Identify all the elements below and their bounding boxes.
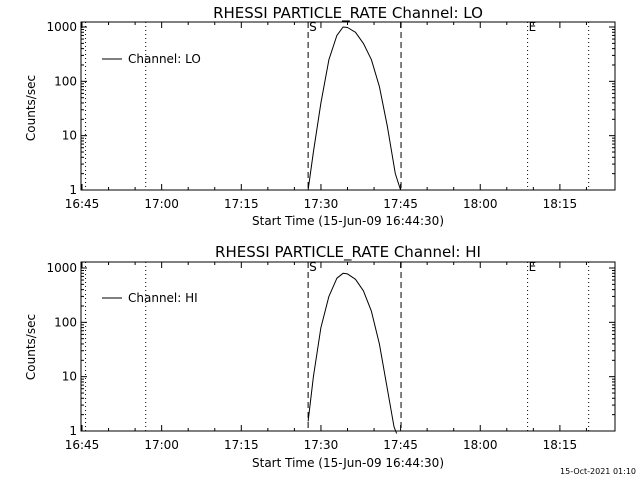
x-axis-label: Start Time (15-Jun-09 16:44:30) xyxy=(252,456,444,470)
x-tick-label: 16:45 xyxy=(65,197,100,211)
x-tick-label: 17:00 xyxy=(144,197,179,211)
footer-timestamp: 15-Oct-2021 01:10 xyxy=(560,467,636,476)
chart-title: RHESSI PARTICLE_RATE Channel: LO xyxy=(213,4,483,23)
series-layer xyxy=(307,272,398,434)
y-tick-label: 1000 xyxy=(46,20,77,34)
plot-frame xyxy=(80,261,616,432)
x-tick-label: 17:00 xyxy=(144,438,179,452)
y-tick-label: 1 xyxy=(69,424,77,438)
x-tick-label: 17:30 xyxy=(304,438,339,452)
axis-ticks: 16:45 17:00 17:15 17:30 17:45 18:00 18:15 1 10 10… xyxy=(46,20,615,211)
x-tick-label: 17:30 xyxy=(304,197,339,211)
y-axis-label: Counts/sec xyxy=(24,314,38,380)
chart-panel-lo: RHESSI PARTICLE_RATE Channel: LO Counts/… xyxy=(24,4,616,228)
y-tick-label: 1 xyxy=(69,183,77,197)
y-axis-label: Counts/sec xyxy=(24,75,38,141)
axis-ticks: 16:45 17:00 17:15 17:30 17:45 18:00 18:15 1 10 10… xyxy=(46,261,615,452)
x-tick-label: 18:15 xyxy=(543,197,578,211)
chart-title: RHESSI PARTICLE_RATE Channel: HI xyxy=(215,243,481,262)
end-marker-label: E xyxy=(529,20,537,34)
y-tick-label: 10 xyxy=(62,370,77,384)
x-tick-label: 18:00 xyxy=(463,438,498,452)
end-marker-label: E xyxy=(529,260,537,274)
x-tick-label: 17:15 xyxy=(224,197,259,211)
chart-panel-hi: RHESSI PARTICLE_RATE Channel: HI Counts/… xyxy=(24,243,616,470)
x-tick-label: 17:15 xyxy=(224,438,259,452)
x-tick-label: 17:45 xyxy=(383,197,418,211)
x-tick-label: 17:45 xyxy=(383,438,418,452)
x-tick-label: 18:00 xyxy=(463,197,498,211)
start-marker-label: S xyxy=(309,20,317,34)
plot-frame xyxy=(80,21,616,191)
x-tick-label: 18:15 xyxy=(543,438,578,452)
series-line xyxy=(307,26,402,191)
y-tick-label: 100 xyxy=(54,315,77,329)
legend-label: Channel: HI xyxy=(128,291,198,305)
legend-label: Channel: LO xyxy=(128,52,201,66)
x-axis-label: Start Time (15-Jun-09 16:44:30) xyxy=(252,214,444,228)
y-tick-label: 100 xyxy=(54,74,77,88)
series-layer xyxy=(307,26,402,191)
y-tick-label: 1000 xyxy=(46,261,77,275)
series-line xyxy=(307,272,398,434)
start-marker-label: S xyxy=(309,260,317,274)
x-tick-label: 16:45 xyxy=(65,438,100,452)
y-tick-label: 10 xyxy=(62,129,77,143)
